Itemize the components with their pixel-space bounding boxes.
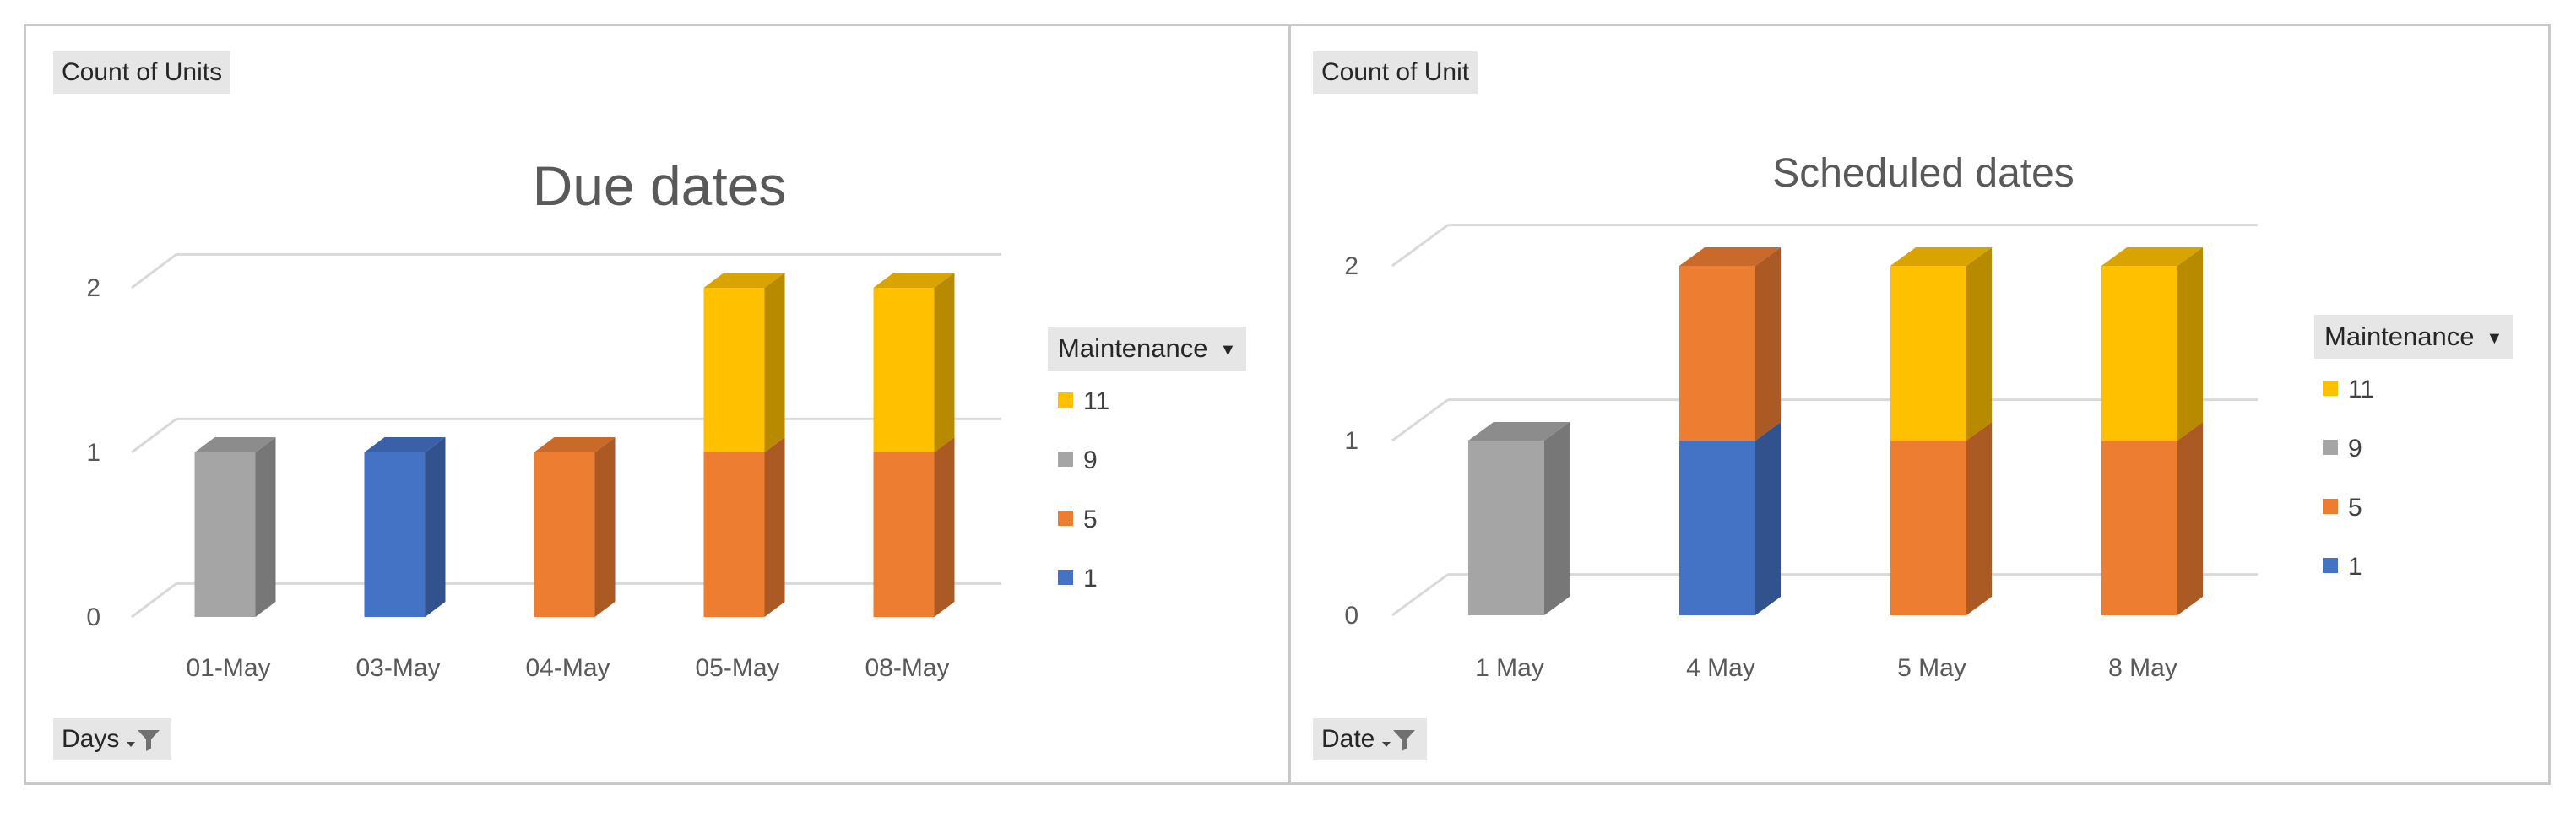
bar-segment-01-May-series-9 [194,437,276,617]
legend-field-label: Maintenance [2324,322,2475,351]
legend-swatch-5 [2323,499,2338,515]
y-tick-label: 0 [86,603,100,631]
y-tick-label: 0 [1344,602,1359,630]
dropdown-arrow-icon: ▼ [1219,340,1237,360]
bar-segment-8-May-series-5 [2101,422,2203,615]
dropdown-arrow-icon: ▼ [2486,328,2503,348]
pivot-charts-frame: Count of Units 0 1 2 Due dates 01-May 03-May 0… [24,24,2551,785]
axis-field-button[interactable]: Days [53,718,172,760]
axis-field-label: Date [1321,725,1375,753]
bar-segment-04-May-series-5 [534,437,616,617]
bar-segment-03-May-series-1 [364,437,446,617]
legend-swatch-5 [1058,511,1073,527]
legend-item-11: 11 [1058,387,1109,416]
legend-swatch-1 [1058,570,1073,586]
scheduled-dates-panel: Count of Unit 0 1 2 Scheduled dates 1 May 4 M… [1291,26,2548,782]
bar-segment-4-May-series-5 [1679,247,1781,441]
legend-swatch-9 [2323,440,2338,456]
bar-segment-8-May-series-11 [2101,247,2203,441]
bar-segment-4-May-series-1 [1679,422,1781,615]
legend-item-1: 1 [1058,565,1098,593]
value-field-button[interactable]: Count of Unit [1313,51,1478,94]
x-tick-label: 4 May [1686,654,1755,682]
y-tick-label: 1 [1344,427,1359,455]
x-tick-label: 08-May [865,654,949,682]
value-field-button[interactable]: Count of Units [53,51,231,94]
chart-title-scheduled-dates: Scheduled dates [1772,151,2074,196]
y-tick-label: 2 [1344,252,1359,280]
bar-segment-08-May-series-5 [873,437,955,617]
x-tick-label: 05-May [695,654,779,682]
axis-field-label: Days [62,725,120,753]
legend-item-9: 9 [2323,435,2362,463]
scheduled-dates-chart: 0 1 2 Scheduled dates 1 May 4 May 5 May 8 May [1344,151,2258,682]
filter-dropdown-icon [124,727,163,752]
legend-item-5: 5 [1058,506,1098,534]
due-dates-panel: Count of Units 0 1 2 Due dates 01-May 03-May 0… [26,26,1288,782]
legend-field-button[interactable]: Maintenance ▼ [1048,327,1247,371]
x-tick-label: 04-May [525,654,610,682]
legend-swatch-11 [1058,392,1073,408]
x-tick-label: 5 May [1897,654,1966,682]
x-tick-label: 03-May [355,654,440,682]
legend-item-11: 11 [2323,376,2374,404]
due-dates-chart: 0 1 2 Due dates 01-May 03-May 04-May 05-May 08-M… [86,154,1001,682]
legend-item-9: 9 [1058,446,1098,475]
bar-segment-5-May-series-11 [1890,247,1992,441]
bar-segment-05-May-series-5 [703,437,785,617]
gridline [1391,224,2258,268]
x-tick-label: 1 May [1475,654,1544,682]
x-tick-label: 01-May [186,654,270,682]
chart-title-due-dates: Due dates [533,154,787,217]
legend-swatch-1 [2323,558,2338,574]
y-tick-label: 1 [86,439,100,467]
legend-swatch-11 [2323,381,2338,397]
x-tick-label: 8 May [2108,654,2177,682]
bar-segment-1-May-series-9 [1468,422,1570,615]
legend-item-1: 1 [2323,553,2362,582]
y-tick-label: 2 [86,274,100,302]
bar-segment-5-May-series-5 [1890,422,1992,615]
gridline [131,252,1001,289]
filter-dropdown-icon [1380,727,1418,752]
legend-swatch-9 [1058,452,1073,468]
gridline [131,417,1001,454]
bar-segment-05-May-series-11 [703,273,785,452]
bar-segment-08-May-series-11 [873,273,955,452]
panel-divider [1288,26,1291,782]
legend-field-label: Maintenance [1058,333,1208,363]
axis-field-button[interactable]: Date [1313,718,1428,760]
legend-item-5: 5 [2323,494,2362,522]
legend-field-button[interactable]: Maintenance ▼ [2314,315,2514,359]
